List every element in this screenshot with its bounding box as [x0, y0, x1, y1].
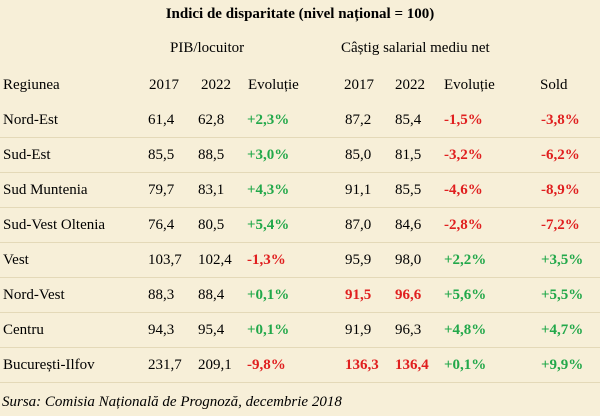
group-header-castig: Câștig salarial mediu net: [341, 40, 490, 56]
cell-region: Centru: [3, 322, 44, 338]
cell-cs-2022: 96,3: [395, 322, 422, 338]
cell-region: Sud Muntenia: [3, 182, 88, 198]
cell-pib-2022: 95,4: [198, 322, 225, 338]
cell-sold: -3,8%: [541, 112, 580, 128]
cell-cs-evol: -3,2%: [444, 147, 483, 163]
cell-cs-2017: 91,5: [345, 287, 372, 303]
row-divider: [0, 277, 600, 278]
row-divider: [0, 347, 600, 348]
cell-cs-2022: 96,6: [395, 287, 422, 303]
cell-pib-evol: +4,3%: [247, 182, 290, 198]
cell-sold: +5,5%: [541, 287, 584, 303]
col-header-cs-2022: 2022: [395, 77, 425, 93]
cell-pib-2017: 76,4: [148, 217, 175, 233]
col-header-pib-evolutie: Evoluție: [248, 77, 299, 93]
col-header-pib-2022: 2022: [201, 77, 231, 93]
cell-cs-2022: 81,5: [395, 147, 422, 163]
cell-region: Nord-Est: [3, 112, 58, 128]
cell-pib-2017: 61,4: [148, 112, 175, 128]
cell-pib-2017: 231,7: [148, 357, 182, 373]
cell-pib-2022: 209,1: [198, 357, 232, 373]
col-header-region: Regiunea: [3, 77, 60, 93]
cell-cs-2017: 87,0: [345, 217, 372, 233]
cell-region: Nord-Vest: [3, 287, 65, 303]
cell-pib-2022: 83,1: [198, 182, 225, 198]
row-divider: [0, 242, 600, 243]
row-divider: [0, 382, 600, 383]
cell-cs-2022: 84,6: [395, 217, 422, 233]
table-title: Indici de disparitate (nivel național = …: [165, 6, 435, 22]
cell-cs-2022: 98,0: [395, 252, 422, 268]
cell-cs-evol: +0,1%: [444, 357, 487, 373]
row-divider: [0, 312, 600, 313]
row-divider: [0, 172, 600, 173]
cell-cs-2017: 136,3: [345, 357, 379, 373]
cell-cs-2022: 136,4: [395, 357, 429, 373]
cell-pib-evol: +3,0%: [247, 147, 290, 163]
group-header-pib: PIB/locuitor: [170, 40, 245, 56]
cell-pib-evol: +2,3%: [247, 112, 290, 128]
cell-cs-2022: 85,5: [395, 182, 422, 198]
cell-cs-evol: -1,5%: [444, 112, 483, 128]
cell-sold: +9,9%: [541, 357, 584, 373]
col-header-cs-2017: 2017: [344, 77, 374, 93]
cell-cs-2017: 91,9: [345, 322, 372, 338]
cell-pib-2022: 102,4: [198, 252, 232, 268]
cell-cs-evol: +4,8%: [444, 322, 487, 338]
cell-pib-2017: 94,3: [148, 322, 175, 338]
cell-pib-evol: -9,8%: [247, 357, 286, 373]
cell-region: București-Ilfov: [3, 357, 95, 373]
cell-sold: -8,9%: [541, 182, 580, 198]
cell-pib-2017: 88,3: [148, 287, 175, 303]
cell-sold: -7,2%: [541, 217, 580, 233]
cell-pib-evol: -1,3%: [247, 252, 286, 268]
cell-sold: +3,5%: [541, 252, 584, 268]
cell-pib-2022: 88,4: [198, 287, 225, 303]
cell-cs-evol: +2,2%: [444, 252, 487, 268]
cell-pib-2017: 85,5: [148, 147, 175, 163]
row-divider: [0, 137, 600, 138]
cell-sold: +4,7%: [541, 322, 584, 338]
col-header-sold: Sold: [540, 77, 568, 93]
cell-pib-2017: 79,7: [148, 182, 175, 198]
cell-pib-2022: 62,8: [198, 112, 225, 128]
cell-cs-evol: -2,8%: [444, 217, 483, 233]
cell-sold: -6,2%: [541, 147, 580, 163]
cell-pib-evol: +0,1%: [247, 287, 290, 303]
cell-cs-2017: 95,9: [345, 252, 372, 268]
cell-cs-2017: 87,2: [345, 112, 372, 128]
cell-cs-evol: +5,6%: [444, 287, 487, 303]
cell-region: Vest: [3, 252, 29, 268]
cell-cs-evol: -4,6%: [444, 182, 483, 198]
cell-cs-2017: 91,1: [345, 182, 372, 198]
cell-region: Sud-Vest Oltenia: [3, 217, 106, 233]
cell-region: Sud-Est: [3, 147, 51, 163]
col-header-cs-evolutie: Evoluție: [444, 77, 495, 93]
cell-pib-evol: +0,1%: [247, 322, 290, 338]
col-header-pib-2017: 2017: [149, 77, 179, 93]
cell-pib-2022: 88,5: [198, 147, 225, 163]
cell-cs-2017: 85,0: [345, 147, 372, 163]
cell-cs-2022: 85,4: [395, 112, 422, 128]
cell-pib-2017: 103,7: [148, 252, 182, 268]
cell-pib-evol: +5,4%: [247, 217, 290, 233]
cell-pib-2022: 80,5: [198, 217, 225, 233]
source-note: Sursa: Comisia Națională de Prognoză, de…: [2, 394, 342, 410]
row-divider: [0, 207, 600, 208]
